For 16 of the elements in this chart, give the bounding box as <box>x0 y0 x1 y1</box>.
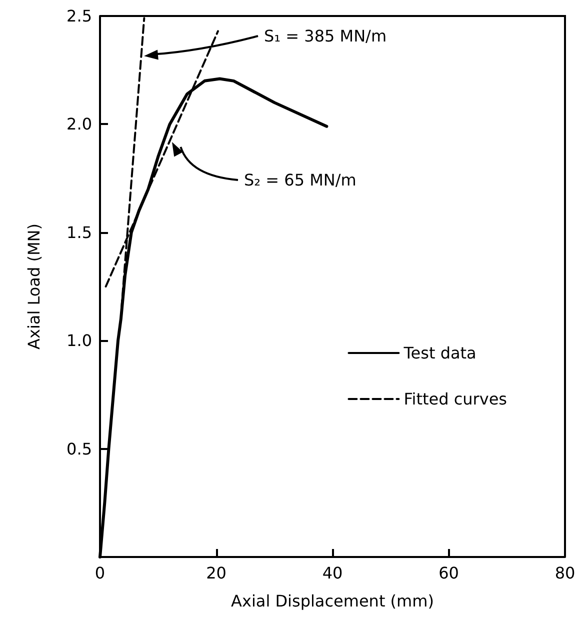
legend-label: Fitted curves <box>404 390 507 408</box>
y-tick-label: 2.5 <box>66 6 92 26</box>
y-tick-label: 1.0 <box>66 331 92 350</box>
y-axis-title: Axial Load (MN) <box>24 224 44 350</box>
annotation: S₁ = 385 MN/m <box>264 26 387 46</box>
x-tick-label: 60 <box>438 564 459 582</box>
y-tick-label: 2.0 <box>66 114 92 134</box>
y-tick-label: 1.5 <box>66 222 92 242</box>
x-tick-label: 80 <box>554 564 576 582</box>
x-tick-label: 0 <box>94 564 106 582</box>
x-tick-label: 40 <box>322 564 343 582</box>
x-axis-title: Axial Displacement (mm) <box>231 592 434 610</box>
y-tick-label: 0.5 <box>66 439 92 458</box>
x-tick-label: 20 <box>206 564 226 582</box>
legend-label: Test data <box>402 344 476 362</box>
annotation: S₂ = 65 MN/m <box>244 170 356 190</box>
